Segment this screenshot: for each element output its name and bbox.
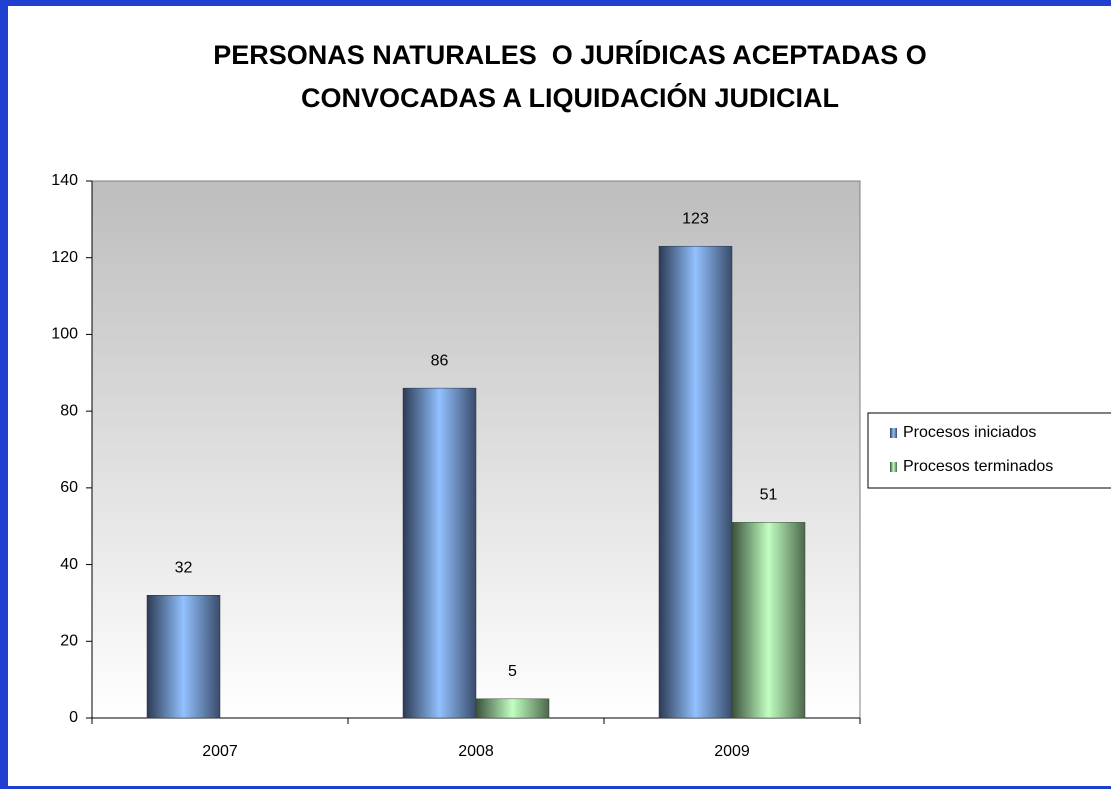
frame-bottom xyxy=(0,786,1111,789)
legend-swatch xyxy=(890,428,897,438)
legend-swatch xyxy=(890,462,897,472)
legend xyxy=(867,412,1111,489)
data-label: 123 xyxy=(682,210,709,227)
y-tick-label: 140 xyxy=(51,172,78,189)
chart-title: PERSONAS NATURALES O JURÍDICAS ACEPTADAS… xyxy=(213,39,927,70)
x-tick-label: 2007 xyxy=(202,743,238,760)
y-tick-label: 80 xyxy=(60,402,78,419)
x-tick-label: 2008 xyxy=(458,743,494,760)
y-tick-label: 20 xyxy=(60,633,78,650)
bar xyxy=(731,522,806,719)
frame-left xyxy=(0,0,8,789)
chart-title: CONVOCADAS A LIQUIDACIÓN JUDICIAL xyxy=(301,82,839,113)
bar xyxy=(475,698,550,719)
legend-label: Procesos terminados xyxy=(903,458,1053,475)
y-tick-label: 60 xyxy=(60,479,78,496)
bar xyxy=(146,595,221,719)
y-tick-label: 40 xyxy=(60,556,78,573)
y-tick-label: 0 xyxy=(69,709,78,726)
x-tick-label: 2009 xyxy=(714,743,750,760)
data-label: 32 xyxy=(175,559,193,576)
data-label: 51 xyxy=(760,487,778,504)
y-tick-label: 120 xyxy=(51,249,78,266)
data-label: 86 xyxy=(431,352,449,369)
bar xyxy=(402,387,477,719)
legend-label: Procesos iniciados xyxy=(903,424,1036,441)
frame-top xyxy=(0,0,1111,6)
data-label: 5 xyxy=(508,663,517,680)
y-tick-label: 100 xyxy=(51,326,78,343)
bar xyxy=(658,245,733,719)
